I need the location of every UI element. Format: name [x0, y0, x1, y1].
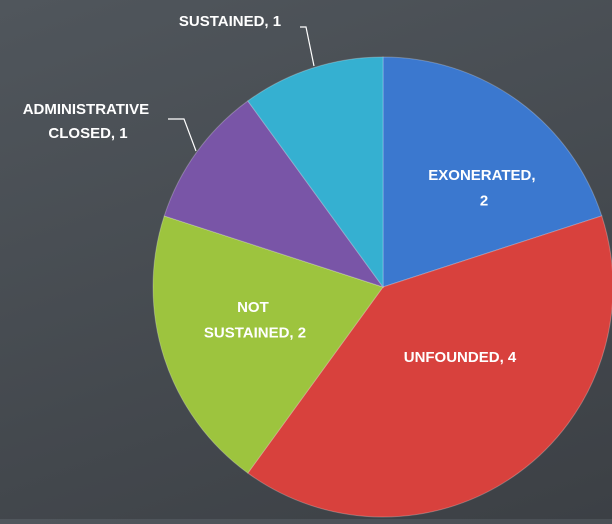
data-label: UNFOUNDED, 4	[404, 349, 517, 366]
pie-slice	[163, 100, 385, 288]
data-label: EXONERATED, 2	[428, 167, 539, 210]
pie-slice	[247, 215, 612, 518]
data-label: SUSTAINED, 1	[179, 13, 281, 30]
pie-slice	[247, 56, 384, 289]
leader-line	[300, 26, 315, 67]
data-label: NOT SUSTAINED, 2	[204, 299, 306, 342]
pie-slice	[382, 56, 603, 288]
leader-line	[168, 118, 197, 152]
data-label: ADMINISTRATIVE CLOSED, 1	[23, 101, 154, 142]
pie-slice	[152, 215, 384, 474]
